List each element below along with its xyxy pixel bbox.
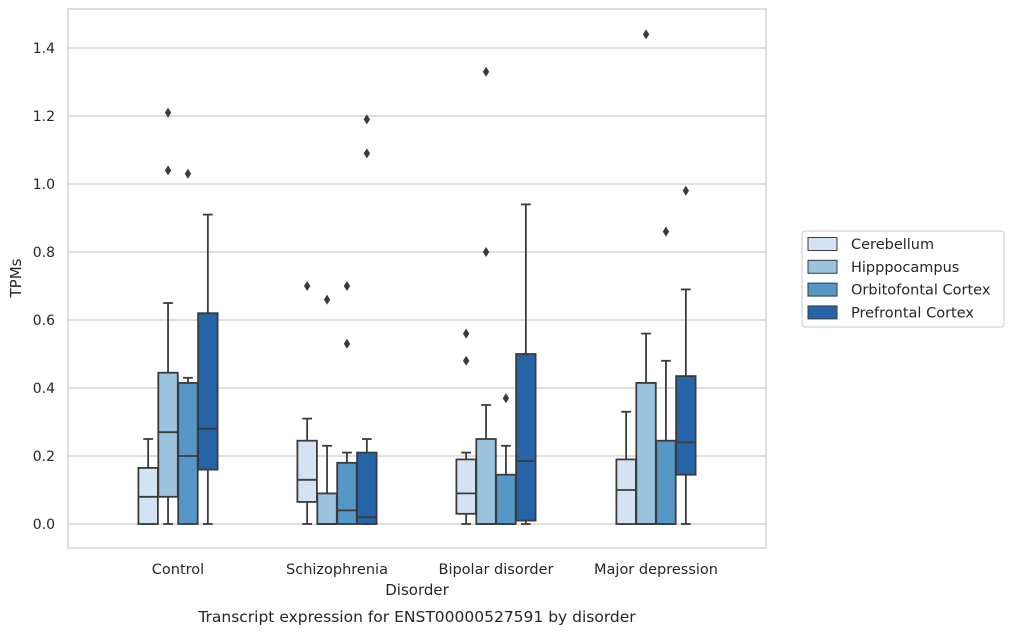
iqr-box <box>475 438 497 525</box>
outlier-point <box>482 66 490 77</box>
y-axis-label: TPMs <box>7 258 25 298</box>
outlier-point <box>164 165 172 176</box>
x-axis-label: Disorder <box>385 581 449 599</box>
legend-frame <box>801 230 1005 328</box>
iqr-box <box>655 439 677 525</box>
legend-swatch <box>807 259 838 274</box>
outlier-point <box>363 114 371 125</box>
box-orbitofontal-cortex <box>655 226 677 525</box>
outlier-point <box>662 226 670 237</box>
iqr-box <box>197 312 219 471</box>
y-tick-label: 1.4 <box>33 41 55 57</box>
y-tick-label: 0.6 <box>33 313 55 329</box>
legend-swatch <box>807 305 838 320</box>
legend-label: Cerebellum <box>851 237 934 253</box>
legend-swatch <box>807 282 838 297</box>
outlier-point <box>482 247 490 257</box>
outlier-point <box>642 29 650 40</box>
chart-caption: Transcript expression for ENST0000052759… <box>197 608 636 626</box>
box-prefrontal-cortex <box>356 114 378 525</box>
box-cerebellum <box>455 328 477 525</box>
outlier-point <box>343 281 351 291</box>
outlier-point <box>323 294 331 305</box>
outlier-point <box>462 355 470 366</box>
box-hipppocampus <box>635 29 657 525</box>
y-tick-label: 0.0 <box>33 517 55 533</box>
iqr-box <box>635 381 657 525</box>
iqr-box <box>356 451 378 525</box>
outlier-point <box>184 168 192 179</box>
box-hipppocampus <box>475 66 497 525</box>
outlier-point <box>303 281 311 291</box>
legend-label: Hipppocampus <box>851 260 959 276</box>
box-orbitofontal-cortex <box>177 168 199 525</box>
x-axis-tick-labels: Control Schizophrenia Bipolar disorder Majo… <box>152 562 718 578</box>
x-tick-label: Schizophrenia <box>286 562 388 578</box>
x-tick-label: Control <box>152 562 204 578</box>
iqr-box <box>515 353 537 522</box>
box-prefrontal-cortex <box>515 203 537 525</box>
box-prefrontal-cortex <box>197 213 219 525</box>
box-hipppocampus <box>316 294 338 525</box>
box-prefrontal-cortex <box>675 185 697 525</box>
x-tick-label: Major depression <box>594 562 718 578</box>
iqr-box <box>316 492 338 525</box>
iqr-box <box>336 461 358 525</box>
box-groups <box>137 29 697 525</box>
box-cerebellum <box>615 410 637 525</box>
outlier-point <box>502 393 510 404</box>
outlier-point <box>363 148 371 159</box>
y-tick-label: 0.4 <box>33 381 55 397</box>
box-orbitofontal-cortex <box>495 393 517 525</box>
iqr-box <box>455 458 477 515</box>
legend: Cerebellum Hipppocampus Orbitofontal Corte… <box>801 230 1005 328</box>
box-cerebellum <box>137 438 159 525</box>
box-hipppocampus <box>157 107 179 525</box>
iqr-box <box>495 473 517 525</box>
iqr-box <box>157 371 179 498</box>
outlier-point <box>164 107 172 118</box>
legend-label: Orbitofontal Cortex <box>851 283 991 299</box>
iqr-box <box>615 458 637 525</box>
outlier-point <box>682 185 690 196</box>
box-orbitofontal-cortex <box>336 281 358 525</box>
outlier-point <box>462 328 470 339</box>
iqr-box <box>177 381 199 525</box>
legend-label: Prefrontal Cortex <box>851 305 974 321</box>
iqr-box <box>296 439 318 503</box>
legend-swatch <box>807 237 838 251</box>
y-axis-tick-labels: 0.0 0.2 0.4 0.6 0.8 1.0 1.2 1.4 <box>33 41 55 533</box>
box-cerebellum <box>296 281 318 525</box>
plot-area-frame <box>67 8 767 549</box>
y-tick-label: 0.8 <box>33 245 55 261</box>
y-tick-label: 1.2 <box>33 109 55 125</box>
y-tick-label: 0.2 <box>33 449 55 465</box>
iqr-box <box>675 375 697 476</box>
x-tick-label: Bipolar disorder <box>439 562 554 578</box>
y-tick-label: 1.0 <box>33 177 55 193</box>
outlier-point <box>343 338 351 349</box>
